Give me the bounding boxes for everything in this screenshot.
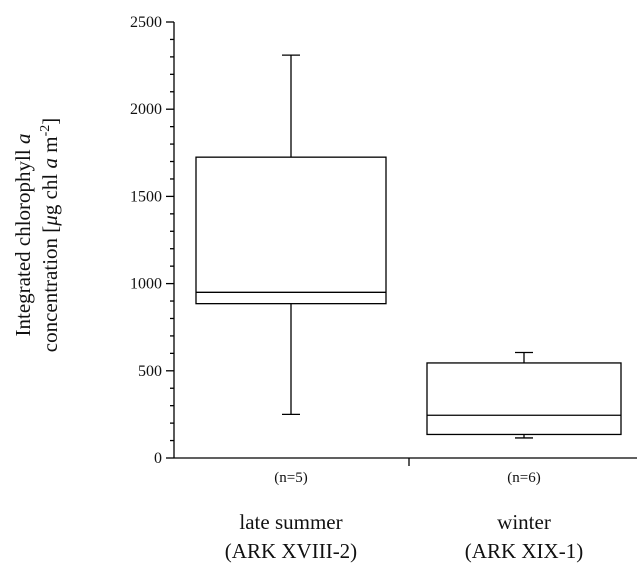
x-category-labels: (n=5) late summer (ARK XVIII-2) (n=6) winter… [225,470,583,563]
y-tick-label: 500 [138,363,162,380]
category-label-line2: (ARK XIX-1) [465,539,583,563]
n-count-label: (n=6) [507,470,540,486]
y-axis-title-line2: concentration [μg chl a m-2] [38,118,62,353]
iqr-box [426,362,622,436]
box-1 [195,54,387,416]
category-label-line1: late summer [239,510,342,534]
y-tick-label: 1500 [130,188,162,205]
y-axis-title-line1: Integrated chlorophyll a [11,134,35,337]
category-label-line1: winter [497,510,551,534]
iqr-box [195,156,387,305]
y-axis-title: Integrated chlorophyll a concentration [… [11,118,62,353]
n-count-label: (n=5) [274,470,307,486]
y-tick-label: 0 [154,450,162,467]
y-axis-ticks: 0 500 1000 1500 2000 2500 [130,14,174,467]
boxes-group [195,54,622,439]
category-label-line2: (ARK XVIII-2) [225,539,357,563]
box-2 [426,351,622,439]
y-tick-label: 2000 [130,101,162,118]
y-tick-label: 2500 [130,14,162,31]
y-tick-label: 1000 [130,276,162,293]
